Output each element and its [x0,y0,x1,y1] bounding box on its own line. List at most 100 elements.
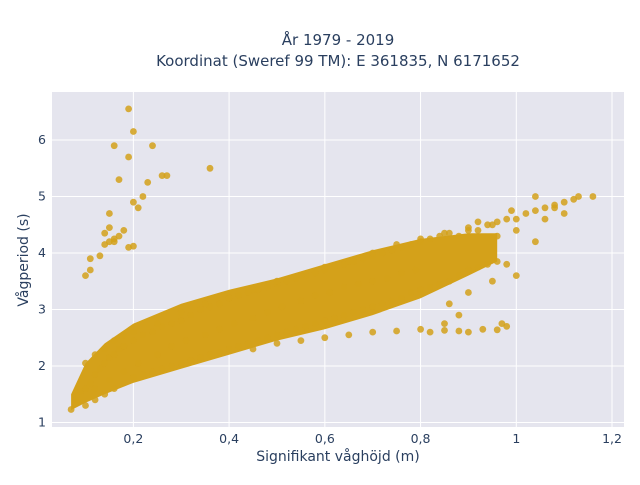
data-point [177,359,185,367]
data-point [72,396,80,404]
data-point [149,368,156,375]
data-point [426,328,434,336]
data-point [345,331,353,339]
data-point [383,275,391,282]
data-point [201,331,209,339]
data-point [177,308,185,316]
data-point [441,327,448,334]
data-point [82,385,89,392]
data-point [249,286,257,294]
data-point [225,294,233,302]
data-point [91,351,99,359]
data-point [417,325,424,333]
data-point [465,328,472,336]
data-point [541,204,549,212]
data-point [503,215,511,223]
data-point [177,317,185,325]
y-tick-labels: 1 2 3 4 5 6 [38,132,46,429]
data-point [455,311,463,319]
data-point [489,277,496,285]
data-point [101,390,109,398]
data-point [326,289,333,296]
data-point [125,105,132,113]
x-tick-labels: 0,2 0,4 0,6 0,8 1 1,2 [123,431,622,446]
y-axis-title: Vågperiod (s) [15,213,32,306]
y-tick-label: 5 [38,189,46,204]
data-point [311,320,319,327]
data-point [168,342,176,350]
data-point [589,193,597,200]
data-point [369,249,377,257]
y-tick-label: 1 [38,414,46,429]
data-point [153,351,161,359]
data-point [378,249,386,257]
data-point [115,176,123,184]
data-point [249,345,257,353]
data-point [273,277,281,285]
data-point [278,303,286,311]
data-point [110,142,118,150]
data-point [445,277,453,285]
data-point [197,306,204,313]
data-point [575,193,582,200]
data-point [369,277,377,285]
data-point [484,221,491,229]
data-point [321,334,329,342]
data-point [264,334,271,342]
data-point [139,331,147,339]
data-point [484,260,491,268]
data-point [91,396,99,404]
data-point [407,241,415,248]
data-point [302,323,310,330]
data-point [560,210,568,217]
data-point [426,235,434,243]
data-point [130,242,137,250]
data-point [297,297,305,305]
data-point [120,227,128,234]
data-point [216,348,223,356]
data-point [493,258,501,265]
data-point [249,314,257,322]
data-point [465,266,472,274]
data-point [441,229,448,237]
y-tick-label: 2 [38,358,46,373]
data-point [412,266,420,274]
data-point [393,241,400,248]
data-point [297,272,305,279]
data-point [359,255,367,263]
data-point [283,328,290,336]
data-point [479,325,487,333]
data-point [182,337,190,344]
data-point [489,221,496,229]
data-point [110,337,118,344]
dense-point-cloud [71,233,498,411]
data-point [101,229,109,237]
data-point [101,345,109,353]
data-point [158,365,166,373]
data-point [321,263,329,271]
data-point [201,300,209,308]
data-point [120,331,128,339]
chart-title-line2: Koordinat (Sweref 99 TM): E 361835, N 61… [156,52,520,70]
x-tick-label: 0,6 [315,431,335,446]
data-point [369,303,377,311]
data-point [149,142,156,150]
data-point [445,300,453,308]
data-point [206,351,214,359]
data-point [503,260,511,268]
data-point [264,283,271,291]
data-point [187,356,195,364]
data-point [67,406,75,413]
data-point [321,317,329,325]
data-point [110,385,118,392]
data-point [474,263,482,271]
data-point [532,193,539,200]
data-point [311,292,319,299]
data-point [551,204,558,212]
data-point [512,272,520,279]
y-tick-label: 3 [38,301,46,316]
data-point [331,314,338,322]
data-point [206,164,214,172]
data-point [273,331,281,339]
data-point [254,337,262,344]
